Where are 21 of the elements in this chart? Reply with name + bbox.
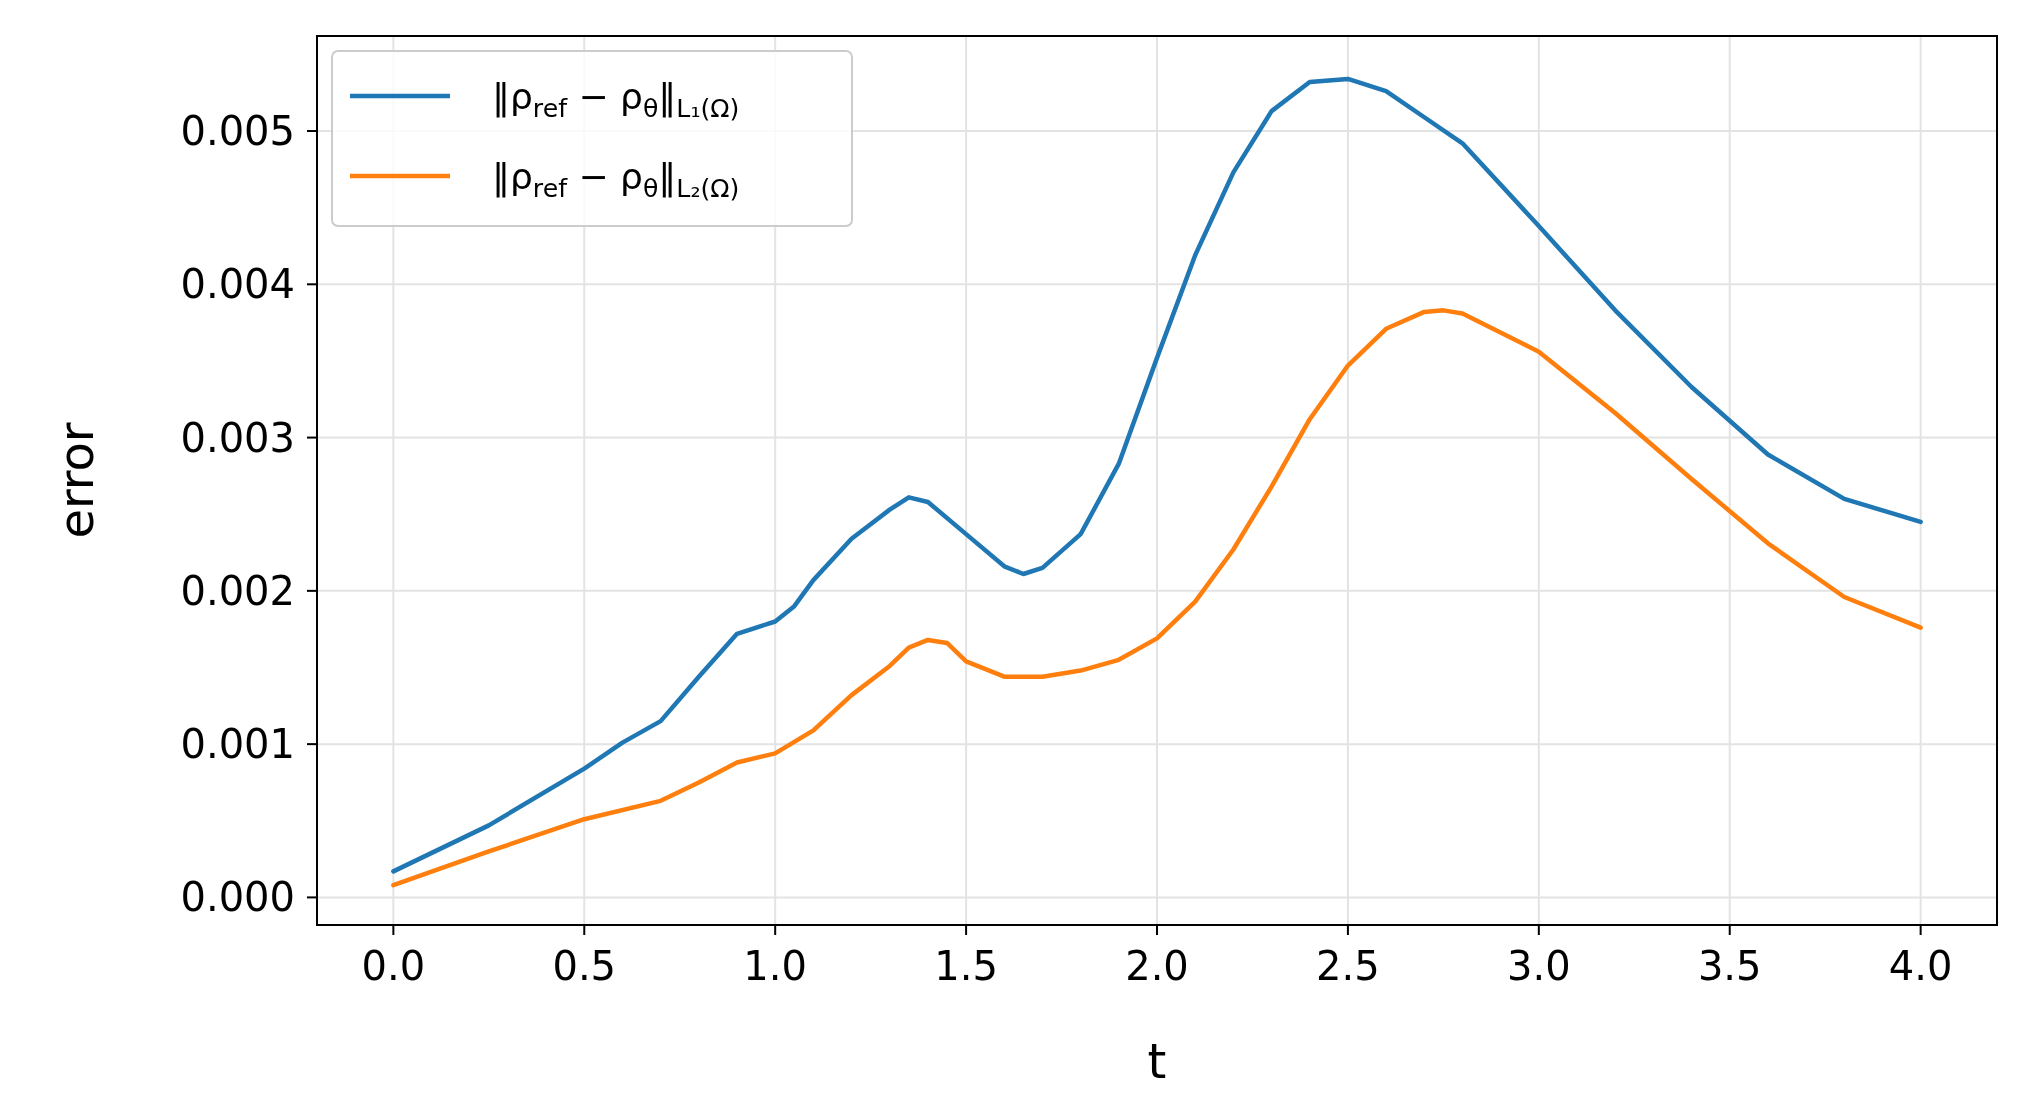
- line-series: [391, 76, 1923, 874]
- x-tick-label: 2.5: [1316, 943, 1380, 989]
- x-tick-label: 3.5: [1697, 943, 1762, 989]
- y-tick-label: 0.005: [180, 108, 295, 155]
- y-tick-label: 0.000: [180, 874, 295, 921]
- x-tick-label: 0.0: [361, 943, 426, 989]
- y-tick-label: 0.002: [180, 567, 295, 614]
- line-series: [391, 308, 1923, 888]
- y-axis-title: error: [48, 422, 104, 539]
- legend-label: ‖ρ$_{ref}$ − ρ$_{θ}$‖$_{L₁(Ω)}$: [492, 75, 740, 123]
- y-tick-label: 0.004: [180, 261, 295, 308]
- x-axis-title: t: [1147, 1033, 1167, 1089]
- y-tick-label: 0.001: [180, 721, 295, 768]
- x-tick-label: 1.0: [743, 943, 807, 989]
- x-tick-label: 1.5: [934, 943, 998, 989]
- x-tick-label: 2.0: [1125, 943, 1189, 989]
- x-tick-label: 3.0: [1507, 943, 1571, 989]
- legend-label: ‖ρ$_{ref}$ − ρ$_{θ}$‖$_{L₂(Ω)}$: [492, 155, 740, 203]
- x-tick-label: 4.0: [1888, 943, 1953, 989]
- x-tick-label: 0.5: [552, 943, 617, 989]
- y-tick-label: 0.003: [180, 414, 295, 461]
